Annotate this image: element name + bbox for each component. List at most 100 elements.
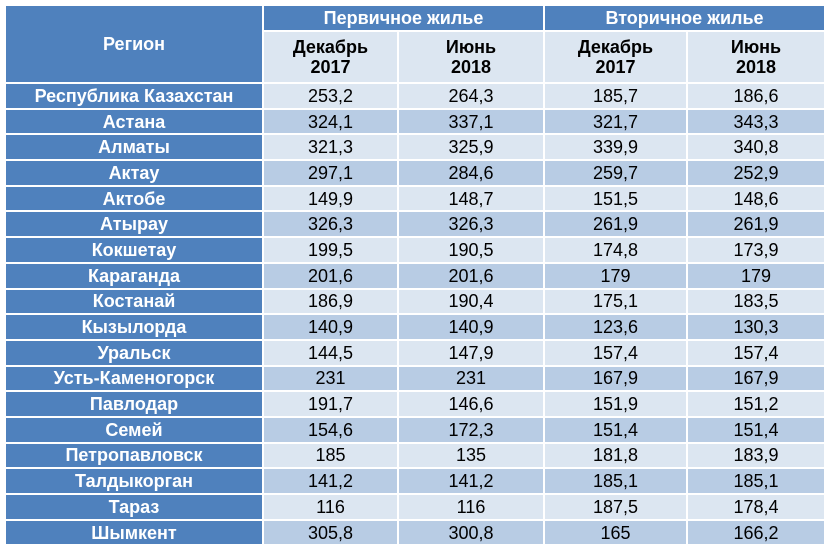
value-cell: 185,7: [543, 82, 688, 110]
value-cell: 178,4: [686, 493, 826, 521]
value-cell: 183,9: [686, 441, 826, 470]
value-cell: 190,5: [397, 236, 545, 264]
value-cell: 144,5: [262, 338, 399, 367]
value-cell: 185,1: [686, 467, 826, 495]
table-row: Кокшетау 199,5 190,5 174,8 173,9: [4, 236, 826, 264]
value-cell: 253,2: [262, 82, 399, 110]
value-cell: 151,5: [543, 184, 688, 213]
table-row: Атырау 326,3 326,3 261,9 261,9: [4, 210, 826, 239]
value-cell: 231: [397, 364, 545, 393]
table-row: Караганда 201,6 201,6 179 179: [4, 261, 826, 290]
table-row: Астана 324,1 337,1 321,7 343,3: [4, 107, 826, 136]
value-cell: 157,4: [686, 338, 826, 367]
value-cell: 300,8: [397, 518, 545, 547]
value-cell: 141,2: [262, 467, 399, 495]
value-cell: 174,8: [543, 236, 688, 264]
value-cell: 261,9: [543, 210, 688, 239]
region-cell: Семей: [4, 415, 264, 444]
region-header: Регион: [4, 4, 264, 84]
region-cell: Тараз: [4, 493, 264, 521]
region-cell: Актобе: [4, 184, 264, 213]
value-cell: 179: [543, 261, 688, 290]
table-row: Кызылорда 140,9 140,9 123,6 130,3: [4, 313, 826, 341]
table-row: Тараз 116 116 187,5 178,4: [4, 493, 826, 521]
region-cell: Кызылорда: [4, 313, 264, 341]
value-cell: 140,9: [262, 313, 399, 341]
value-cell: 147,9: [397, 338, 545, 367]
value-cell: 157,4: [543, 338, 688, 367]
region-cell: Кокшетау: [4, 236, 264, 264]
value-cell: 261,9: [686, 210, 826, 239]
table-row: Петропавловск 185 135 181,8 183,9: [4, 441, 826, 470]
table-row: Семей 154,6 172,3 151,4 151,4: [4, 415, 826, 444]
region-cell: Петропавловск: [4, 441, 264, 470]
region-cell: Караганда: [4, 261, 264, 290]
value-cell: 186,9: [262, 287, 399, 316]
table-row: Талдыкорган 141,2 141,2 185,1 185,1: [4, 467, 826, 495]
region-cell: Шымкент: [4, 518, 264, 547]
value-cell: 187,5: [543, 493, 688, 521]
value-cell: 116: [397, 493, 545, 521]
value-cell: 199,5: [262, 236, 399, 264]
value-cell: 191,7: [262, 390, 399, 418]
column-header: Декабрь 2017: [262, 30, 399, 84]
column-header: Июнь 2018: [686, 30, 826, 84]
region-cell: Алматы: [4, 133, 264, 162]
region-cell: Павлодар: [4, 390, 264, 418]
table-row: Павлодар 191,7 146,6 151,9 151,2: [4, 390, 826, 418]
value-cell: 165: [543, 518, 688, 547]
value-cell: 185,1: [543, 467, 688, 495]
value-cell: 186,6: [686, 82, 826, 110]
table-row: Уральск 144,5 147,9 157,4 157,4: [4, 338, 826, 367]
value-cell: 148,7: [397, 184, 545, 213]
value-cell: 167,9: [686, 364, 826, 393]
region-cell: Талдыкорган: [4, 467, 264, 495]
value-cell: 264,3: [397, 82, 545, 110]
value-cell: 340,8: [686, 133, 826, 162]
value-cell: 259,7: [543, 159, 688, 187]
value-cell: 173,9: [686, 236, 826, 264]
value-cell: 321,3: [262, 133, 399, 162]
region-cell: Астана: [4, 107, 264, 136]
column-header: Июнь 2018: [397, 30, 545, 84]
value-cell: 326,3: [262, 210, 399, 239]
region-cell: Атырау: [4, 210, 264, 239]
value-cell: 149,9: [262, 184, 399, 213]
table-row: Алматы 321,3 325,9 339,9 340,8: [4, 133, 826, 162]
value-cell: 321,7: [543, 107, 688, 136]
table-body: Республика Казахстан 253,2 264,3 185,7 186,6…: [4, 82, 826, 547]
value-cell: 231: [262, 364, 399, 393]
table-row: Актобе 149,9 148,7 151,5 148,6: [4, 184, 826, 213]
table-row: Костанай 186,9 190,4 175,1 183,5: [4, 287, 826, 316]
value-cell: 297,1: [262, 159, 399, 187]
value-cell: 166,2: [686, 518, 826, 547]
value-cell: 337,1: [397, 107, 545, 136]
value-cell: 167,9: [543, 364, 688, 393]
price-table: Регион Первичное жилье Вторичное жилье Д…: [4, 4, 826, 547]
value-cell: 179: [686, 261, 826, 290]
value-cell: 201,6: [262, 261, 399, 290]
region-cell: Уральск: [4, 338, 264, 367]
value-cell: 339,9: [543, 133, 688, 162]
value-cell: 151,4: [543, 415, 688, 444]
value-cell: 140,9: [397, 313, 545, 341]
value-cell: 326,3: [397, 210, 545, 239]
value-cell: 201,6: [397, 261, 545, 290]
value-cell: 181,8: [543, 441, 688, 470]
value-cell: 123,6: [543, 313, 688, 341]
column-header: Декабрь 2017: [543, 30, 688, 84]
table-row: Республика Казахстан 253,2 264,3 185,7 186,6: [4, 82, 826, 110]
value-cell: 146,6: [397, 390, 545, 418]
table-row: Актау 297,1 284,6 259,7 252,9: [4, 159, 826, 187]
value-cell: 190,4: [397, 287, 545, 316]
value-cell: 135: [397, 441, 545, 470]
table-row: Усть-Каменогорск 231 231 167,9 167,9: [4, 364, 826, 393]
region-cell: Актау: [4, 159, 264, 187]
table-row: Шымкент 305,8 300,8 165 166,2: [4, 518, 826, 547]
value-cell: 325,9: [397, 133, 545, 162]
value-cell: 151,2: [686, 390, 826, 418]
value-cell: 141,2: [397, 467, 545, 495]
value-cell: 116: [262, 493, 399, 521]
table-header: Регион Первичное жилье Вторичное жилье Д…: [4, 4, 826, 84]
